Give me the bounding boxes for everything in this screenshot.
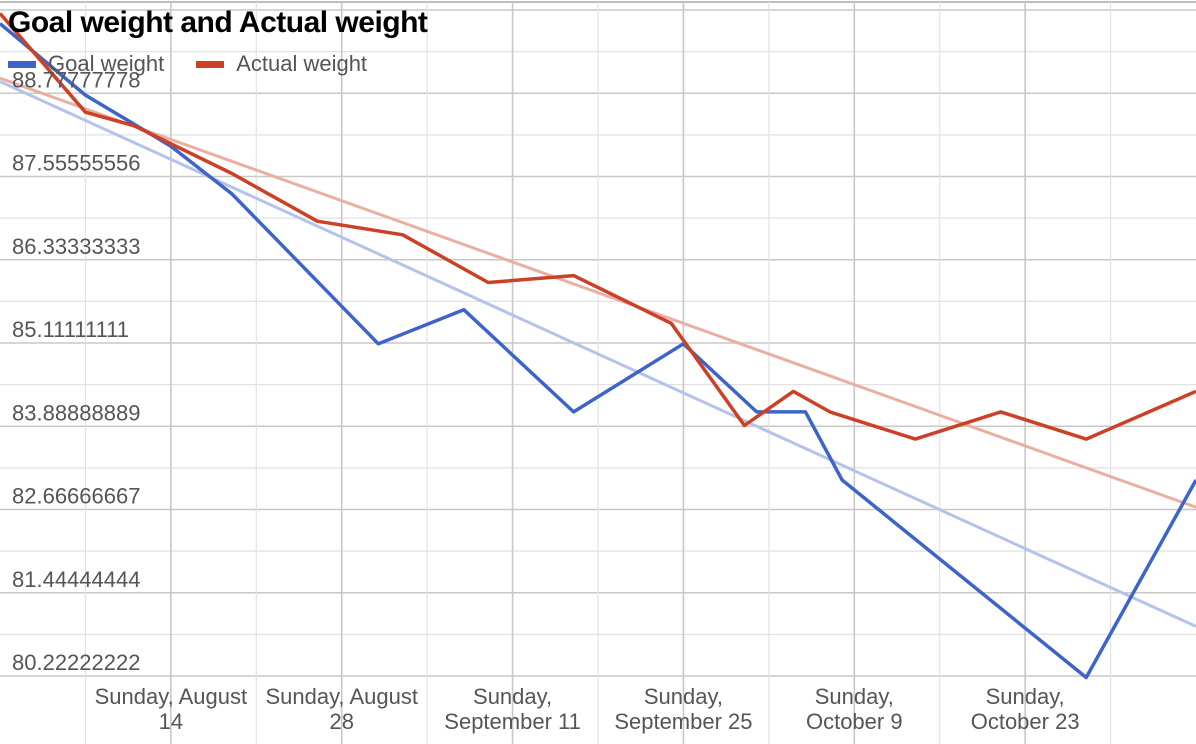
x-tick-label: Sunday, August 14: [95, 684, 248, 734]
trendline-goal-weight: [0, 80, 1196, 628]
legend-label-actual-weight: Actual weight: [236, 51, 368, 76]
legend-swatch-actual-weight: [196, 60, 225, 68]
series-lines: [0, 12, 1196, 680]
series-line-goal-weight: [0, 22, 1196, 680]
legend-item-goal-weight: Goal weight: [8, 51, 164, 77]
x-tick-label: Sunday, October 23: [971, 684, 1080, 734]
x-tick-label: Sunday, August 28: [265, 684, 418, 734]
series-line-actual-weight: [0, 12, 1196, 441]
x-tick-label: Sunday, September 25: [614, 684, 752, 734]
y-tick-label: 87.55555556: [12, 151, 140, 176]
legend: Goal weight Actual weight: [8, 51, 399, 77]
y-tick-label: 82.66666667: [12, 484, 140, 509]
y-tick-label: 88.77777778: [12, 67, 140, 92]
y-tick-label: 85.11111111: [12, 317, 129, 342]
trendlines: [0, 76, 1196, 628]
legend-label-goal-weight: Goal weight: [48, 51, 165, 76]
x-tick-label: Sunday, September 11: [444, 684, 581, 734]
legend-item-actual-weight: Actual weight: [196, 51, 367, 77]
y-tick-label: 80.22222222: [12, 650, 140, 675]
y-tick-label: 83.88888889: [12, 400, 140, 425]
y-tick-label: 81.44444444: [12, 567, 140, 592]
x-tick-label: Sunday, October 9: [806, 684, 903, 734]
legend-swatch-goal-weight: [8, 60, 36, 68]
chart-title: Goal weight and Actual weight: [8, 6, 428, 39]
trendline-actual-weight: [0, 76, 1196, 509]
y-axis-ticks: 80.22222222 81.44444444 82.66666667 83.8888…: [12, 67, 140, 675]
x-axis-ticks: Sunday, August 14 Sunday, August 28 Sunday, S…: [95, 684, 1080, 734]
y-tick-label: 86.33333333: [12, 234, 140, 259]
